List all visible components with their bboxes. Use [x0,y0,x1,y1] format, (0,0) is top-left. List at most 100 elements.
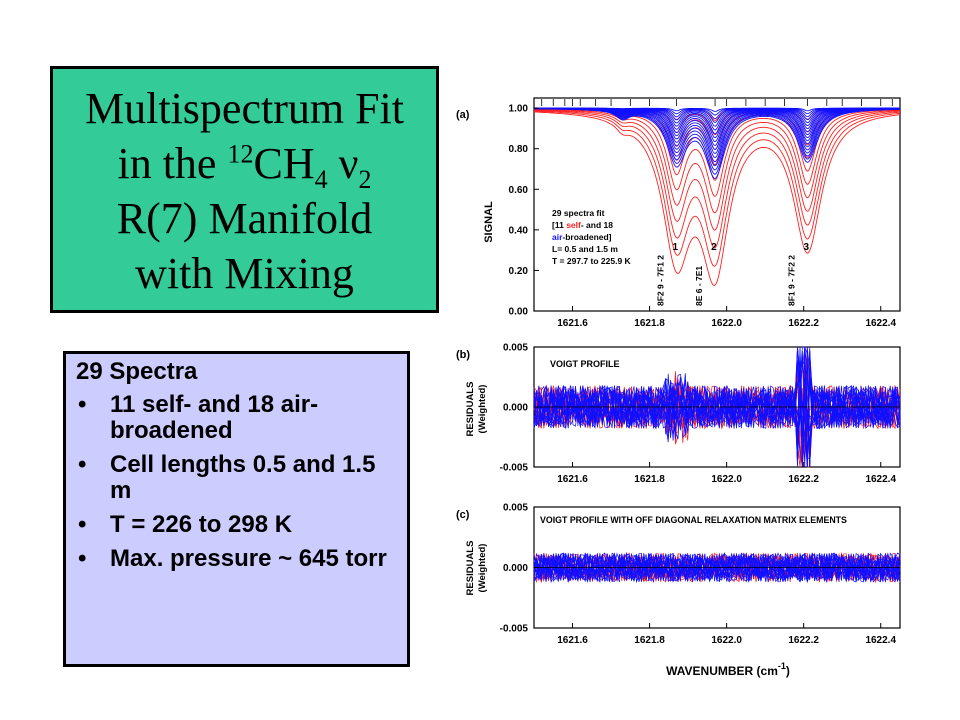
peak-number: 1 [673,242,679,253]
residual-trace [533,378,901,468]
xlabel-end: ) [786,664,790,678]
x-tick-label: 1622.2 [788,635,819,646]
title-molecule: CH [253,139,315,188]
panel-a-peak-labels: 1 8F2 9 - 7F1 2 2 8E 6 - 7E1 3 8F1 9 - 7F2 2 [656,242,810,306]
x-tick-label: 1622.2 [788,474,819,485]
x-tick-label: 1621.8 [634,635,665,646]
y-tick-label: 0.005 [503,343,528,354]
title-nu: ν [327,139,359,188]
panel-a-ylabel: SIGNAL [483,201,495,243]
panel-c-annotation: VOIGT PROFILE WITH OFF DIAGONAL RELAXATI… [540,515,847,525]
title-line-3: R(7) Manifold [116,194,373,243]
panel-b-axes: 1621.6 1621.8 1622.0 1622.2 1622.4 0.005 0.000… [500,343,897,486]
title-line-2-text: in the [117,139,228,188]
panel-b-ylabel-1: RESIDUALS [465,382,476,437]
legend-broadened: -broadened] [562,232,611,242]
panel-c-xlabel: WAVENUMBER (cm-1) [666,661,790,678]
y-tick-label: 0.80 [509,144,529,155]
y-tick-label: 0.005 [503,503,528,514]
y-tick-label: 0.00 [509,307,529,318]
panel-b-ylabel-2: (Weighted) [477,385,488,434]
residual-trace [533,346,901,446]
y-tick-label: 0.20 [509,266,529,277]
panel-c-axes: 1621.6 1621.8 1622.0 1622.2 1622.4 0.005 0.000… [500,503,897,647]
panel-b-label: (b) [456,349,470,361]
bullet-item: • T = 226 to 298 K [76,512,397,538]
y-tick-label: -0.005 [500,624,529,635]
peak-number: 3 [804,242,810,253]
panel-a-label: (a) [456,109,470,121]
panel-c-lines [533,551,901,584]
spectra-figure: (a) 1621.6 1621.8 1622.0 1622.2 1622.4 0.00 0.… [456,97,901,678]
x-tick-label: 1621.6 [557,318,588,329]
self-broadened-spectrum [534,109,901,231]
x-tick-label: 1622.4 [865,474,896,485]
title-line-2: in the 12CH4 ν2 [53,136,436,194]
x-tick-label: 1621.6 [557,474,588,485]
legend-line-2: [11 self- and 18 [552,220,613,230]
bullet-item: • Cell lengths 0.5 and 1.5 m [76,452,397,504]
panel-c-ylabel-1: RESIDUALS [465,541,476,596]
self-broadened-spectrum [534,109,901,214]
bullet-dot-icon: • [78,545,87,572]
residual-trace [533,552,901,583]
x-tick-label: 1622.4 [865,318,896,329]
residual-trace [533,363,901,468]
residual-trace [533,552,901,584]
panel-b-annotation: VOIGT PROFILE [550,359,620,369]
legend-line-4: L= 0.5 and 1.5 m [552,244,618,254]
bullet-text: 11 self- and 18 air-broadened [110,391,319,444]
peak-assignment: 8F1 9 - 7F2 2 [787,255,797,306]
residual-trace [533,350,901,466]
panel-b-lines [533,346,901,468]
self-broadened-spectrum [534,111,901,287]
summary-list: • 11 self- and 18 air-broadened • Cell len… [76,392,397,572]
peak-assignment: 8F2 9 - 7F1 2 [656,255,666,306]
x-tick-label: 1622.4 [865,635,896,646]
legend-line-5: T = 297.7 to 225.9 K [552,256,632,266]
summary-box: 29 Spectra • 11 self- and 18 air-broadene… [63,351,410,667]
x-tick-label: 1622.0 [711,318,742,329]
panel-b: (b) 1621.6 1621.8 1622.0 1622.2 1622.4 0.005 0… [456,343,901,486]
x-tick-label: 1622.0 [711,635,742,646]
y-tick-label: 0.000 [503,563,528,574]
residual-trace [533,552,901,583]
title-line-1: Multispectrum Fit [85,84,404,133]
bullet-text: Cell lengths 0.5 and 1.5 m [110,451,376,504]
legend-line-3: air-broadened] [552,232,612,242]
panel-c: (c) 1621.6 1621.8 1622.0 1622.2 1622.4 0.005 0… [456,503,901,678]
x-tick-label: 1621.8 [634,474,665,485]
panel-a: (a) 1621.6 1621.8 1622.0 1622.2 1622.4 0.00 0.… [456,97,901,329]
title-isotope: 12 [227,139,254,169]
residual-trace [533,346,901,468]
slide-title: Multispectrum Fit in the 12CH4 ν2 R(7) M… [50,66,439,313]
legend-self: self [566,220,581,230]
y-tick-label: 0.40 [509,225,529,236]
xlabel-sup: -1 [778,661,786,671]
title-subscript-4: 4 [314,164,328,194]
xlabel-text: WAVENUMBER (cm [666,664,778,678]
panel-a-legend: 29 spectra fit [11 self- and 18 air-broa… [552,208,632,266]
summary-heading: 29 Spectra [76,358,198,385]
y-tick-label: 1.00 [509,104,529,115]
legend-open: [11 [552,220,566,230]
x-tick-label: 1621.6 [557,635,588,646]
title-line-4: with Mixing [135,249,354,298]
air-broadened-spectrum [533,108,901,179]
x-tick-label: 1622.0 [711,474,742,485]
bullet-dot-icon: • [78,511,87,538]
peak-assignment: 8E 6 - 7E1 [694,266,704,306]
bullet-text: T = 226 to 298 K [110,511,293,538]
peak-number: 2 [711,242,717,253]
legend-air: air [552,232,563,242]
bullet-item: • Max. pressure ~ 645 torr [76,546,397,572]
panel-a-axes: 1621.6 1621.8 1622.0 1622.2 1622.4 0.00 0.20 0.… [509,104,897,329]
bullet-dot-icon: • [78,451,87,478]
self-broadened-spectrum [533,110,901,249]
panel-c-ylabel-2: (Weighted) [477,544,488,593]
y-tick-label: -0.005 [500,463,529,474]
title-subscript-2: 2 [358,164,372,194]
x-tick-label: 1622.2 [788,318,819,329]
legend-and: - and 18 [581,220,613,230]
bullet-text: Max. pressure ~ 645 torr [110,545,387,572]
